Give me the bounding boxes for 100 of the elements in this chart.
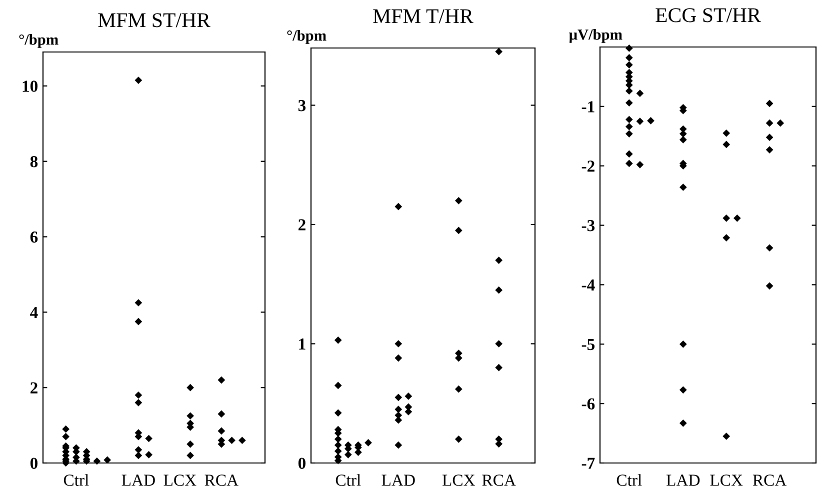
point	[766, 119, 774, 127]
y-axis-title: μV/bpm	[569, 28, 622, 43]
x-tick-label: LAD	[666, 474, 700, 486]
x-tick-label: RCA	[482, 474, 516, 486]
y-tick-label: 1	[299, 338, 306, 350]
point	[134, 391, 142, 399]
point	[625, 116, 633, 124]
point	[145, 451, 152, 458]
point	[636, 118, 644, 125]
point	[394, 406, 402, 414]
y-tick-label: 3	[298, 100, 306, 112]
point	[134, 446, 142, 454]
point	[495, 48, 503, 56]
x-tick-label: LAD	[382, 474, 415, 486]
x-tick-label: LCX	[710, 474, 743, 486]
point	[186, 412, 194, 420]
point	[394, 340, 402, 348]
point	[218, 427, 226, 435]
y-tick-label: 8	[30, 156, 38, 168]
point	[722, 214, 730, 222]
x-tick-label: RCA	[204, 474, 238, 486]
point	[218, 376, 226, 384]
point	[104, 456, 111, 464]
y-tick-label: 0	[30, 458, 38, 469]
point	[495, 340, 503, 348]
point	[625, 122, 633, 130]
y-tick-label: -2	[582, 160, 594, 172]
point	[404, 392, 412, 400]
point	[625, 150, 633, 158]
point	[394, 394, 402, 402]
point	[679, 420, 687, 427]
point	[344, 450, 352, 458]
point	[454, 435, 462, 443]
point	[354, 448, 362, 456]
point	[62, 425, 70, 433]
point	[766, 100, 774, 108]
point	[625, 54, 633, 62]
point	[62, 432, 70, 440]
chart-title: MFM ST/HR	[98, 13, 210, 28]
x-tick-label: RCA	[752, 474, 787, 486]
point	[495, 256, 503, 264]
chart-title: ECG ST/HR	[656, 8, 761, 22]
chart-title: MFM T/HR	[373, 9, 474, 24]
point	[334, 441, 342, 449]
point	[722, 129, 730, 137]
point	[334, 447, 342, 455]
point	[636, 90, 644, 98]
point	[134, 398, 142, 406]
point	[228, 436, 236, 444]
y-tick-label: 6	[30, 232, 38, 243]
point	[134, 299, 142, 306]
x-tick-label: LCX	[442, 474, 476, 486]
point	[722, 432, 730, 440]
point	[495, 364, 503, 372]
point	[454, 226, 462, 234]
point	[186, 384, 194, 392]
y-tick-label: -5	[582, 339, 595, 350]
point	[625, 99, 633, 107]
point	[722, 140, 730, 148]
y-tick-label: -4	[582, 280, 595, 290]
point	[145, 434, 152, 442]
point	[334, 336, 342, 344]
x-tick-label: LCX	[164, 474, 196, 486]
point	[679, 130, 687, 138]
point	[766, 134, 774, 142]
y-tick-label: 2	[30, 382, 38, 394]
point	[766, 282, 774, 290]
point	[679, 386, 687, 394]
point	[733, 214, 741, 222]
point	[334, 435, 342, 443]
point	[394, 202, 402, 210]
point	[404, 408, 412, 416]
point	[394, 354, 402, 362]
point	[647, 117, 654, 124]
y-axis-title: °/bpm	[19, 34, 58, 48]
point	[495, 286, 503, 294]
y-axis-title: °/bpm	[287, 30, 326, 44]
y-tick-label: -3	[582, 220, 595, 232]
point	[679, 136, 687, 144]
point	[776, 119, 784, 127]
point	[636, 160, 644, 168]
point	[93, 457, 101, 465]
point	[766, 146, 774, 154]
point	[134, 452, 142, 460]
point	[394, 441, 402, 449]
y-tick-label: -6	[582, 398, 595, 410]
point	[625, 61, 633, 69]
point	[625, 130, 633, 138]
point	[334, 409, 342, 417]
y-tick-label: 0	[298, 458, 306, 469]
point	[722, 234, 730, 242]
point	[625, 87, 633, 95]
x-tick-label: Ctrl	[64, 474, 89, 486]
y-tick-label: 4	[30, 306, 38, 318]
point	[134, 76, 142, 84]
x-tick-label: Ctrl	[616, 474, 642, 486]
point	[186, 440, 194, 448]
y-tick-label: -7	[582, 458, 595, 469]
point	[218, 410, 226, 418]
point	[625, 160, 633, 168]
